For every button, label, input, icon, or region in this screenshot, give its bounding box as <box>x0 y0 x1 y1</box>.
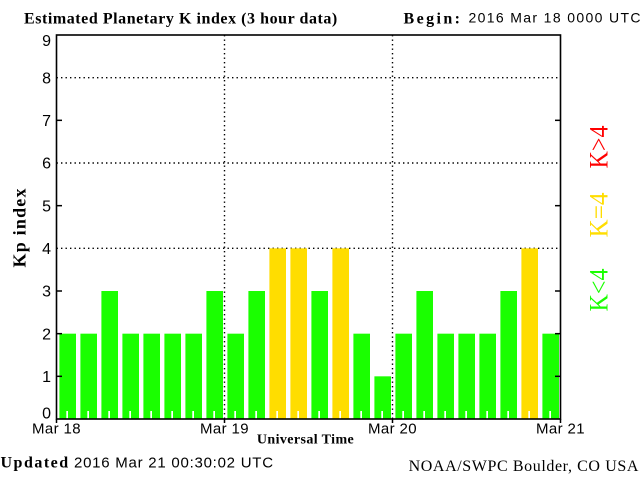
svg-text:4: 4 <box>42 241 51 258</box>
svg-text:Begin:: Begin: <box>404 11 463 28</box>
svg-text:6: 6 <box>42 156 51 173</box>
svg-text:9: 9 <box>42 33 51 50</box>
svg-text:2016 Mar 21 00:30:02 UTC: 2016 Mar 21 00:30:02 UTC <box>74 455 274 472</box>
svg-text:2: 2 <box>42 326 51 343</box>
svg-text:5: 5 <box>42 198 51 215</box>
svg-text:1: 1 <box>42 369 51 386</box>
svg-text:Mar 21: Mar 21 <box>536 421 585 438</box>
svg-text:8: 8 <box>42 70 51 87</box>
svg-text:Mar 20: Mar 20 <box>368 421 417 438</box>
svg-text:Estimated Planetary K index (3: Estimated Planetary K index (3 hour data… <box>24 11 338 28</box>
svg-text:0: 0 <box>42 406 51 423</box>
svg-text:3: 3 <box>42 284 51 301</box>
svg-text:Updated: Updated <box>1 455 70 472</box>
svg-text:K=4: K=4 <box>585 193 614 238</box>
svg-text:K<4: K<4 <box>585 269 614 312</box>
svg-text:Universal Time: Universal Time <box>257 433 354 448</box>
svg-text:K>4: K>4 <box>585 126 614 169</box>
svg-text:7: 7 <box>42 113 51 130</box>
svg-text:Kp index: Kp index <box>10 189 30 268</box>
svg-text:Mar 19: Mar 19 <box>200 421 249 438</box>
svg-text:Mar 18: Mar 18 <box>32 421 81 438</box>
svg-text:2016 Mar 18 0000 UTC: 2016 Mar 18 0000 UTC <box>469 10 640 26</box>
svg-text:NOAA/SWPC Boulder, CO USA: NOAA/SWPC Boulder, CO USA <box>409 458 639 475</box>
